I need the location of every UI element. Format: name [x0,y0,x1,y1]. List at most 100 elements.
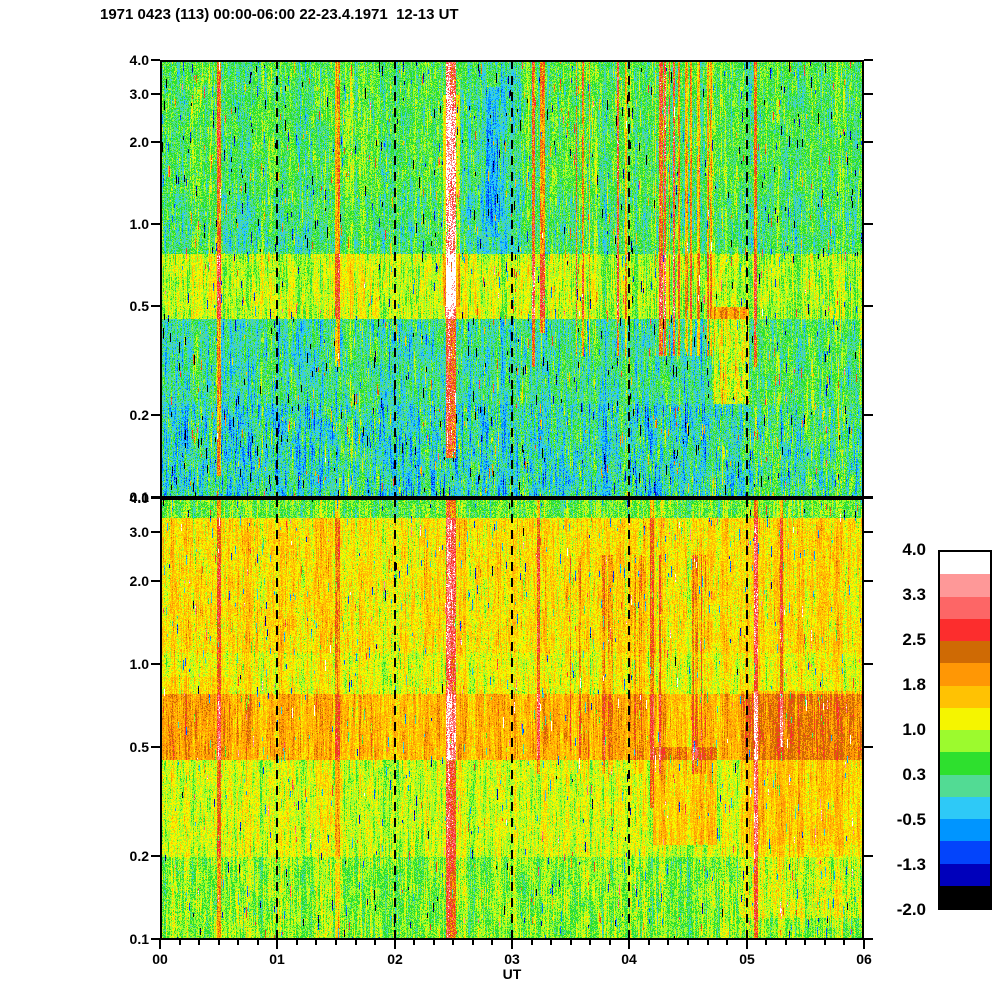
y-tick [151,580,160,582]
y-tick [151,59,160,61]
y-tick-right [864,305,873,307]
colorbar-segment [940,574,990,597]
colorbar-segment [940,819,990,842]
y-tick-right [864,531,873,533]
y-tick [151,305,160,307]
colorbar-label: 2.5 [902,630,926,649]
y-tick [151,938,160,940]
x-tick-minor [491,940,493,945]
x-tick-minor [198,940,200,945]
colorbar-segment [940,796,990,819]
colorbar-label: -1.3 [896,855,926,874]
colorbar-label: 0.3 [902,765,926,784]
x-tick-label: 01 [269,951,285,967]
x-tick-minor [667,940,669,945]
y-tick-label: 3.0 [129,524,149,540]
x-tick-minor [531,940,533,945]
colorbar-label: 1.0 [902,720,926,739]
x-tick-minor [785,940,787,945]
x-tick-label: 03 [504,951,520,967]
x-tick-minor [648,940,650,945]
y-tick [151,855,160,857]
x-tick-minor [452,940,454,945]
x-tick-minor [765,940,767,945]
y-tick-label: 0.5 [129,298,149,314]
y-tick-label: 3.0 [129,86,149,102]
y-tick-label: 4.0 [129,490,149,506]
x-tick-label: 04 [621,951,637,967]
y-tick-right [864,663,873,665]
x-tick-minor [472,940,474,945]
colorbar-label: 4.0 [902,540,926,559]
y-tick [151,663,160,665]
x-tick-minor [257,940,259,945]
y-tick [151,531,160,533]
x-tick-minor [179,940,181,945]
x-tick-minor [374,940,376,945]
x-tick-minor [609,940,611,945]
x-tick-minor [589,940,591,945]
colorbar-segment [940,596,990,619]
colorbar-segment [940,663,990,686]
x-axis-title: UT [502,966,522,982]
x-tick-minor [824,940,826,945]
colorbar-segment [940,641,990,664]
y-tick-label: 0.1 [129,931,149,947]
x-tick-label: 05 [739,951,755,967]
spectrogram-panel-bottom [160,498,864,940]
y-tick-right [864,746,873,748]
x-tick-minor [843,940,845,945]
colorbar-segment [940,552,990,575]
y-tick-label: 2.0 [129,134,149,150]
colorbar-segment [940,685,990,708]
y-tick-right [864,93,873,95]
y-tick [151,746,160,748]
colorbar-segment [940,752,990,775]
y-tick-right [864,580,873,582]
colorbar-label: 1.8 [902,675,926,694]
colorbar-segment [940,841,990,864]
y-tick [151,141,160,143]
x-tick [511,940,513,949]
y-tick-label: 1.0 [129,216,149,232]
colorbar-segment [940,707,990,730]
y-tick-label: 2.0 [129,573,149,589]
x-tick-label: 02 [387,951,403,967]
x-tick-minor [570,940,572,945]
y-tick-right [864,855,873,857]
colorbar-segment [940,863,990,886]
colorbar-label: 3.3 [902,585,926,604]
colorbar-segment [940,618,990,641]
x-tick [159,940,161,949]
y-tick-right [864,497,873,499]
y-tick-right [864,59,873,61]
x-tick [746,940,748,949]
colorbar-segment [940,885,990,908]
y-tick [151,497,160,499]
x-tick-label: 06 [856,951,872,967]
colorbar-segment [940,774,990,797]
y-tick-label: 0.1 [129,489,149,505]
y-tick [151,414,160,416]
y-tick-label: 4.0 [129,52,149,68]
colorbar-label: -0.5 [896,810,926,829]
x-tick-minor [218,940,220,945]
x-tick [628,940,630,949]
x-tick [863,940,865,949]
x-tick-minor [237,940,239,945]
x-tick-minor [687,940,689,945]
x-tick-minor [550,940,552,945]
y-tick-label: 1.0 [129,656,149,672]
y-tick-label: 0.5 [129,739,149,755]
y-tick-label: 0.2 [129,848,149,864]
spectrogram-panel-top [160,60,864,498]
colorbar-label: -2.0 [896,900,926,919]
y-tick-right [864,938,873,940]
x-tick-minor [413,940,415,945]
y-tick-label: 0.2 [129,407,149,423]
x-tick-minor [355,940,357,945]
x-tick-label: 00 [152,951,168,967]
y-tick-right [864,414,873,416]
y-tick [151,223,160,225]
